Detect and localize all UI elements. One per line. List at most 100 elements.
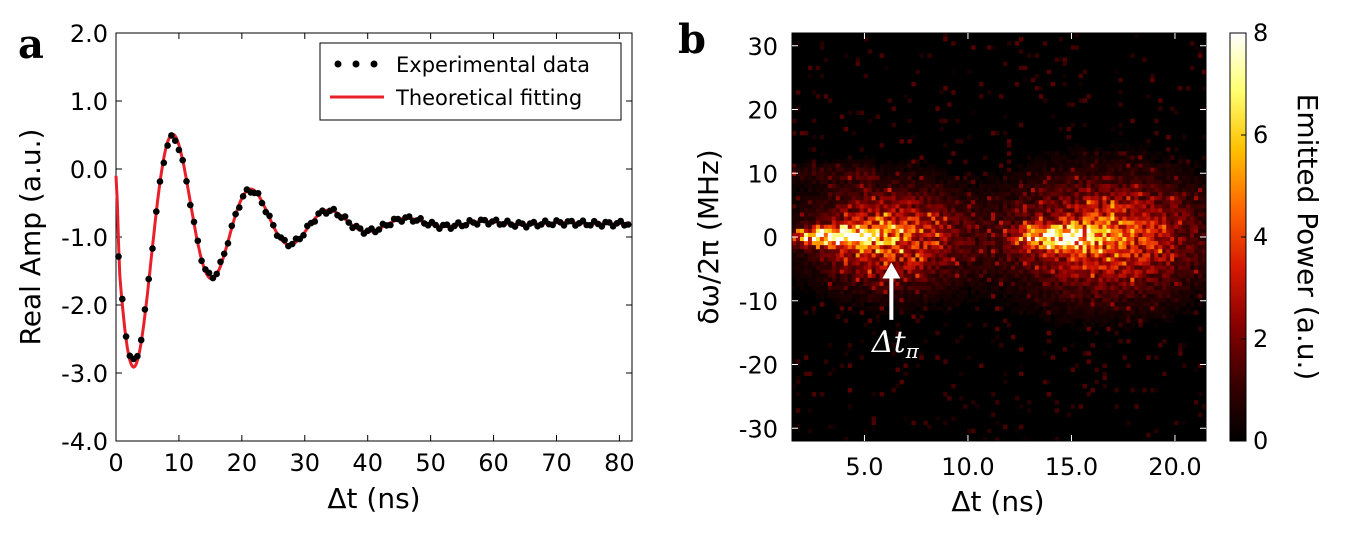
y-tick-label: -20 <box>739 352 778 380</box>
panel-label-a: a <box>18 21 44 68</box>
panel-a-data-series <box>115 132 632 363</box>
colorbar-ticks: 0 2 4 6 8 <box>1241 19 1268 455</box>
data-point <box>187 201 194 209</box>
data-point <box>311 218 319 225</box>
data-point <box>122 333 130 340</box>
data-point <box>217 258 224 266</box>
y-tick-label: -10 <box>739 288 778 316</box>
data-point <box>190 218 198 226</box>
x-tick-label: 15.0 <box>1045 453 1098 481</box>
data-point <box>153 208 160 215</box>
legend-marker-experimental <box>334 60 378 68</box>
data-point <box>209 274 217 282</box>
y-tick-label: 30 <box>747 33 778 61</box>
colorbar-tick-label: 6 <box>1253 121 1268 149</box>
data-point <box>281 236 288 244</box>
data-point <box>341 213 349 220</box>
data-point <box>137 336 145 344</box>
annotation-label-main: Δt <box>871 325 907 360</box>
data-point <box>511 223 519 230</box>
data-point <box>141 306 149 313</box>
data-point <box>179 156 186 164</box>
data-point <box>224 240 232 247</box>
colorbar-label: Emitted Power (a.u.) <box>1291 94 1324 381</box>
colorbar-tick-label: 8 <box>1253 19 1268 47</box>
data-point <box>375 226 383 233</box>
x-tick-label: 10 <box>164 449 195 477</box>
y-tick-label: 10 <box>747 160 778 188</box>
panel-b-chart: 5.0 10.0 15.0 20.0 30 20 10 0 -10 -20 -30 Δtπ 0 2 4 6… <box>692 19 1324 518</box>
data-point <box>145 275 152 283</box>
panel-b-heatmap <box>792 33 1207 442</box>
x-tick-label: 70 <box>541 449 572 477</box>
x-tick-label: 60 <box>478 449 509 477</box>
annotation-arrow-head <box>882 262 901 279</box>
data-point <box>568 217 575 225</box>
y-tick-label: 20 <box>747 97 778 125</box>
panel-b-xlabel: Δt (ns) <box>951 485 1044 518</box>
data-point <box>175 146 183 154</box>
data-point <box>258 199 266 207</box>
x-tick-label: 40 <box>352 449 383 477</box>
panel-b-ylabel: δω/2π (MHz) <box>692 149 725 324</box>
data-point <box>168 132 175 139</box>
data-point <box>549 221 556 229</box>
y-tick-label: -30 <box>739 415 778 443</box>
data-point <box>164 142 171 149</box>
data-point <box>134 352 141 360</box>
y-tick-label: -3.0 <box>61 360 108 388</box>
colorbar-tick-label: 4 <box>1253 223 1268 251</box>
data-point <box>270 221 277 229</box>
legend-label-fit: Theoretical fitting <box>395 86 582 110</box>
data-point <box>288 240 296 248</box>
x-tick-label: 5.0 <box>845 453 883 481</box>
legend-frame <box>319 42 622 121</box>
data-point <box>300 232 307 239</box>
data-point <box>624 221 632 228</box>
x-tick-label: 20 <box>227 449 258 477</box>
data-point <box>232 210 239 218</box>
data-point <box>171 137 179 144</box>
data-point <box>405 213 413 220</box>
x-tick-label: 10.0 <box>941 453 994 481</box>
data-point <box>213 270 220 278</box>
data-point <box>220 250 228 258</box>
data-point <box>205 269 213 277</box>
data-point <box>239 193 247 200</box>
data-point <box>330 205 338 213</box>
panel-a-xlabel: Δt (ns) <box>327 482 420 515</box>
colorbar-tick-label: 0 <box>1253 427 1268 455</box>
data-point <box>156 178 164 185</box>
data-point <box>183 178 190 185</box>
y-tick-label: -4.0 <box>61 428 108 456</box>
data-point <box>579 217 587 224</box>
x-tick-label: 80 <box>604 449 635 477</box>
panel-a-legend: Experimental data Theoretical fitting <box>319 42 622 121</box>
y-tick-label: 0.0 <box>70 156 108 184</box>
data-point <box>266 212 273 220</box>
delta-t-pi-annotation: Δtπ <box>871 262 920 363</box>
data-point <box>417 215 424 222</box>
data-point <box>228 222 236 230</box>
y-tick-label: -1.0 <box>61 224 108 252</box>
data-point <box>254 190 262 197</box>
data-point <box>119 295 126 303</box>
data-point <box>617 217 624 225</box>
data-point <box>598 223 606 230</box>
x-tick-label: 30 <box>290 449 321 477</box>
data-point <box>149 245 156 252</box>
annotation-label: Δtπ <box>871 325 920 363</box>
data-point <box>462 221 470 229</box>
panel-a-chart: 0 10 20 30 40 50 60 70 80 2.0 1.0 0.0 -1.0 -2.0 -3.0 -4… <box>14 20 635 515</box>
annotation-label-sub: π <box>905 339 920 363</box>
x-tick-label: 0 <box>108 449 123 477</box>
panel-a-ylabel: Real Amp (a.u.) <box>14 129 47 346</box>
data-point <box>345 219 353 226</box>
data-point <box>356 225 364 232</box>
x-tick-label: 20.0 <box>1148 453 1201 481</box>
legend-label-experimental: Experimental data <box>396 53 590 77</box>
data-point <box>198 257 205 265</box>
panel-a-ticks: 0 10 20 30 40 50 60 70 80 2.0 1.0 0.0 -1.0 -2.0 -3.0 -4… <box>61 20 635 477</box>
y-tick-label: 0 <box>763 224 778 252</box>
